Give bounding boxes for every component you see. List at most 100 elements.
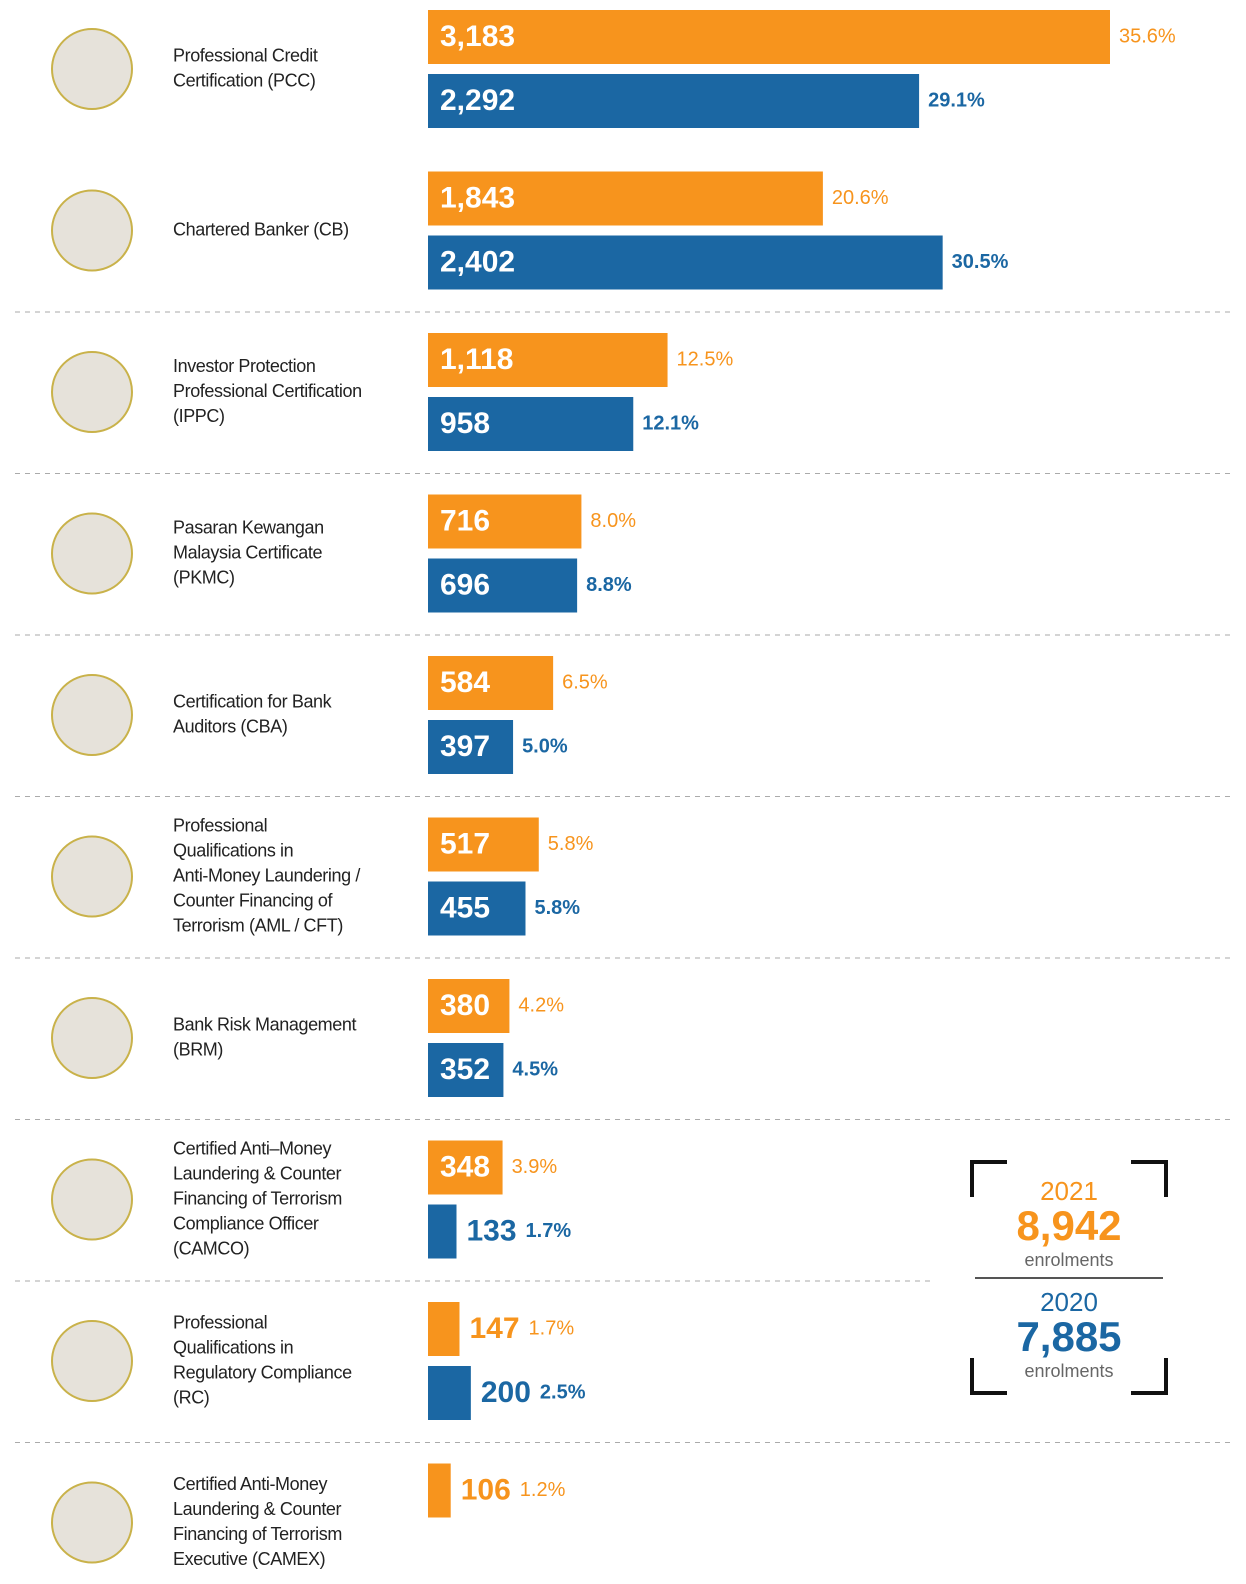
corner [970, 1358, 1007, 1395]
category-label: Qualifications in [173, 840, 293, 860]
category-label: Certified Anti-Money [173, 1474, 327, 1494]
category-icon [51, 1158, 133, 1241]
category-icon [51, 1481, 133, 1564]
value-label: 348 [440, 1150, 490, 1183]
value-label: 147 [469, 1312, 519, 1345]
value-label: 1,118 [440, 343, 513, 376]
bar [428, 817, 539, 872]
category-icon [51, 835, 133, 918]
share-label: 1.2% [520, 1479, 566, 1501]
category-label: Laundering & Counter [173, 1163, 342, 1183]
corner [1131, 1160, 1168, 1197]
value-label: 584 [440, 666, 490, 699]
value-label: 3,183 [440, 20, 515, 53]
category-icon [51, 512, 133, 595]
share-label: 4.5% [512, 1058, 558, 1080]
category-icon [51, 674, 133, 756]
category-icon [51, 997, 133, 1079]
value-label: 958 [440, 407, 490, 440]
category-icon [51, 1320, 133, 1402]
bar [428, 1204, 457, 1259]
share-label: 8.0% [590, 510, 636, 532]
share-label: 12.5% [677, 348, 734, 370]
bar [428, 171, 823, 226]
category-label: Professional [173, 1312, 267, 1332]
category-label: Compliance Officer [173, 1213, 319, 1233]
category-label: Certification for Bank [173, 691, 333, 711]
category-label: (PKMC) [173, 567, 235, 587]
share-label: 20.6% [832, 187, 889, 209]
category-icon [51, 189, 133, 272]
bar [428, 558, 578, 613]
category-label: Auditors (CBA) [173, 716, 287, 736]
share-label: 5.8% [534, 897, 580, 919]
total-value: 7,885 [1016, 1313, 1121, 1360]
category-label: Financing of Terrorism [173, 1188, 342, 1208]
value-label: 2,402 [440, 245, 515, 278]
bar [428, 1366, 471, 1420]
share-label: 5.0% [522, 735, 568, 757]
category-label: Laundering & Counter [173, 1499, 342, 1519]
category-label: Executive (CAMEX) [173, 1549, 325, 1569]
value-label: 2,292 [440, 84, 515, 117]
category-label: Qualifications in [173, 1337, 293, 1357]
category-label: Professional Credit [173, 45, 318, 65]
bar [428, 720, 514, 774]
bar [428, 397, 634, 451]
share-label: 4.2% [518, 994, 564, 1016]
value-label: 455 [440, 891, 490, 924]
category-label: Financing of Terrorism [173, 1524, 342, 1544]
share-label: 35.6% [1119, 25, 1176, 47]
value-label: 200 [481, 1376, 531, 1409]
category-label: Certification (PCC) [173, 70, 315, 90]
total-unit: enrolments [1024, 1250, 1113, 1270]
bar [428, 235, 943, 290]
total-year: 2021 [1040, 1176, 1098, 1206]
bar [428, 656, 554, 710]
bar [428, 979, 510, 1033]
total-unit: enrolments [1024, 1361, 1113, 1381]
value-label: 517 [440, 827, 490, 860]
value-label: 380 [440, 989, 490, 1022]
corner [1131, 1358, 1168, 1395]
category-label: Malaysia Certificate [173, 542, 322, 562]
value-label: 716 [440, 504, 490, 537]
category-label: Bank Risk Management [173, 1014, 356, 1034]
category-label: Professional Certification [173, 381, 362, 401]
value-label: 397 [440, 730, 490, 763]
category-label: (RC) [173, 1387, 209, 1407]
share-label: 30.5% [952, 251, 1009, 273]
category-icon [51, 28, 133, 110]
share-label: 5.8% [548, 833, 594, 855]
category-label: (BRM) [173, 1039, 223, 1059]
bar [428, 881, 526, 936]
category-label: Regulatory Compliance [173, 1362, 352, 1382]
value-label: 1,843 [440, 181, 515, 214]
category-label: Professional [173, 815, 267, 835]
category-label: Anti-Money Laundering / [173, 865, 360, 885]
share-label: 3.9% [512, 1156, 558, 1178]
bar [428, 333, 668, 387]
value-label: 106 [461, 1473, 511, 1506]
bar [428, 1302, 460, 1356]
total-value: 8,942 [1016, 1202, 1121, 1249]
category-label: Pasaran Kewangan [173, 517, 324, 537]
category-label: Chartered Banker (CB) [173, 219, 349, 239]
bar [428, 74, 920, 128]
value-label: 133 [466, 1214, 516, 1247]
value-label: 352 [440, 1053, 490, 1086]
bar [428, 1463, 451, 1518]
share-label: 1.7% [526, 1220, 572, 1242]
category-label: Counter Financing of [173, 890, 333, 910]
bar [428, 494, 582, 549]
category-label: (IPPC) [173, 406, 225, 426]
bar [428, 1140, 503, 1195]
share-label: 6.5% [562, 671, 608, 693]
share-label: 8.8% [586, 574, 632, 596]
totals-box [970, 1160, 1168, 1395]
total-year: 2020 [1040, 1287, 1098, 1317]
corner [970, 1160, 1007, 1197]
category-label: (CAMCO) [173, 1238, 249, 1258]
value-label: 696 [440, 568, 490, 601]
